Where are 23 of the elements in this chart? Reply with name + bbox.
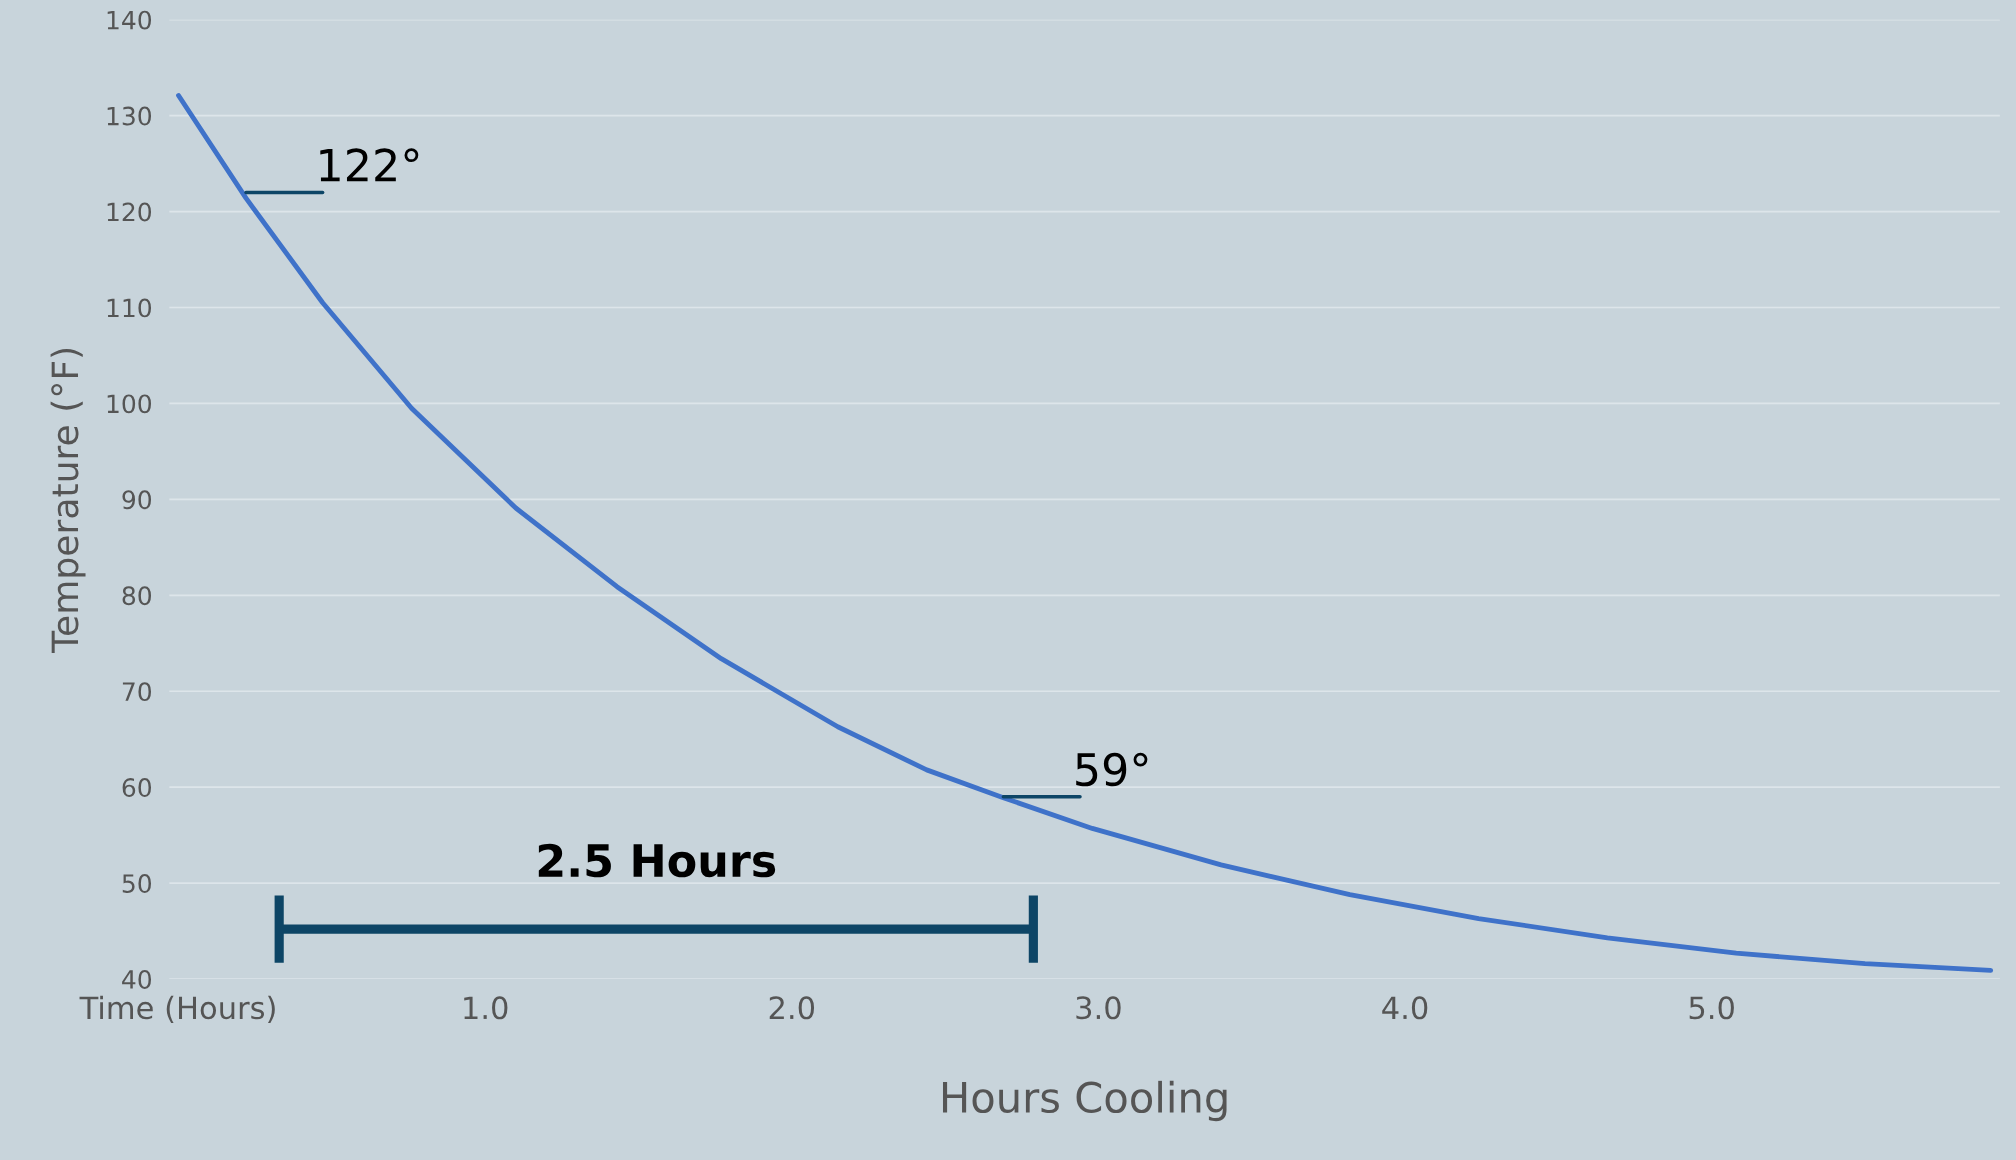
annotation: 2.5 Hours (538, 843, 776, 878)
y-tick-label: 100 (107, 394, 152, 414)
x-axis-title: Hours Cooling (942, 1080, 1227, 1122)
y-tick-label: 70 (122, 682, 152, 702)
y-tick-label: 110 (107, 298, 152, 318)
annotation: 122° (320, 148, 419, 182)
y-axis-title: Temperature (°F) (50, 348, 86, 654)
x-tick-label: 5.0 (1689, 996, 1734, 1020)
y-tick-label: 90 (122, 490, 152, 510)
y-tick-label: 140 (107, 10, 152, 30)
x-tick-label: 3.0 (1076, 996, 1121, 1020)
line-series (176, 93, 1994, 973)
y-tick-label: 120 (107, 202, 152, 222)
y-tick-label: 80 (122, 586, 152, 606)
annotation: 59° (1076, 752, 1148, 787)
x-tick-label: 4.0 (1382, 996, 1428, 1020)
y-tick-label: 60 (122, 778, 152, 798)
x-tick-label: Time (Hours) (79, 995, 275, 1023)
x-tick-label: 2.0 (769, 996, 815, 1020)
y-tick-label: 50 (122, 874, 152, 893)
y-tick-label: 130 (107, 106, 152, 126)
y-tick-label: 40 (122, 969, 152, 989)
x-tick-label: 1.0 (464, 996, 508, 1020)
